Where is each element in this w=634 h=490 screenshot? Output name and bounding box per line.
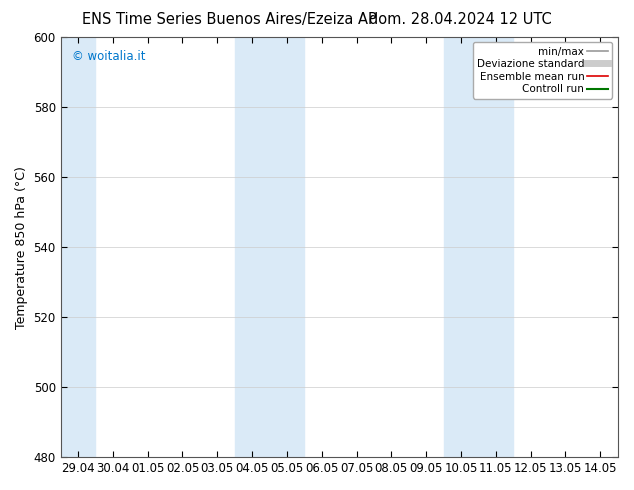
Bar <box>61 37 96 457</box>
Legend: min/max, Deviazione standard, Ensemble mean run, Controll run: min/max, Deviazione standard, Ensemble m… <box>472 42 612 98</box>
Text: ENS Time Series Buenos Aires/Ezeiza AP: ENS Time Series Buenos Aires/Ezeiza AP <box>82 12 377 27</box>
Text: dom. 28.04.2024 12 UTC: dom. 28.04.2024 12 UTC <box>369 12 552 27</box>
Bar <box>444 37 513 457</box>
Text: © woitalia.it: © woitalia.it <box>72 50 145 63</box>
Bar <box>235 37 304 457</box>
Y-axis label: Temperature 850 hPa (°C): Temperature 850 hPa (°C) <box>15 166 28 329</box>
